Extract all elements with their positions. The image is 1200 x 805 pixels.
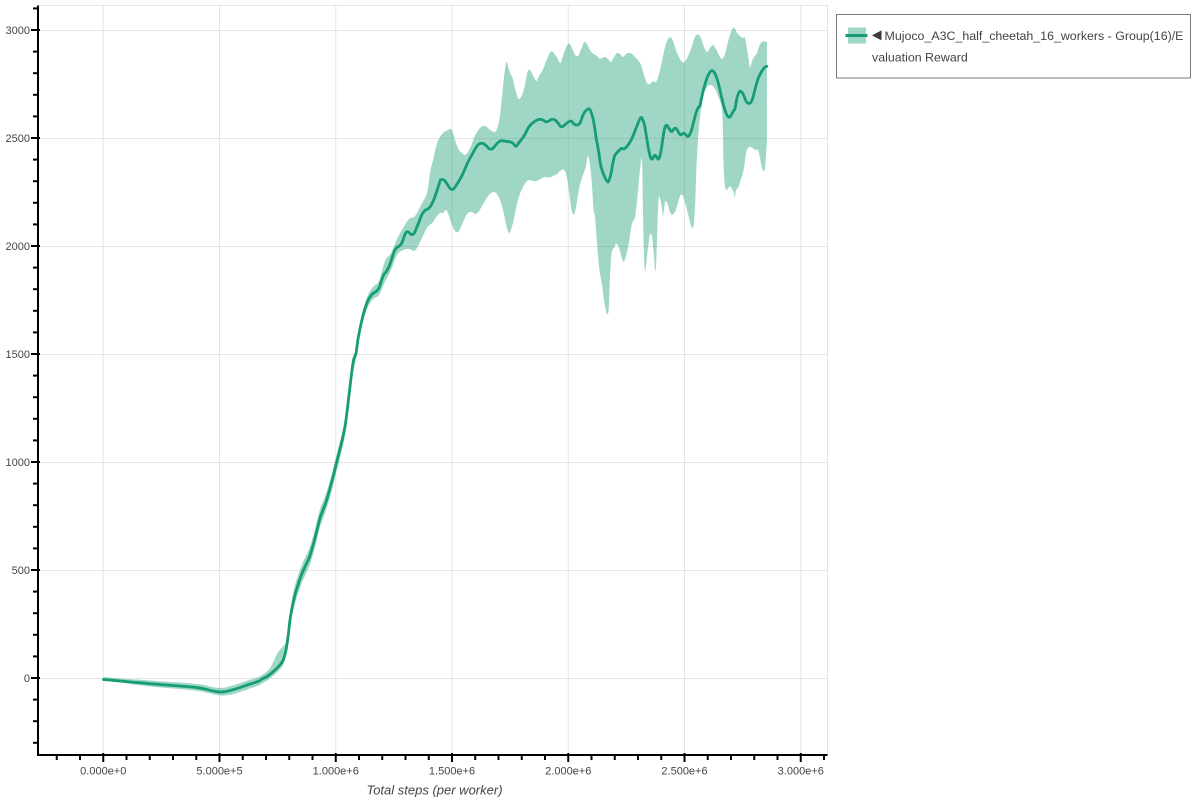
svg-text:2.500e+6: 2.500e+6 bbox=[661, 766, 707, 778]
svg-text:2000: 2000 bbox=[6, 241, 30, 253]
svg-text:1.000e+6: 1.000e+6 bbox=[313, 766, 359, 778]
svg-text:2500: 2500 bbox=[6, 133, 30, 145]
svg-text:3.000e+6: 3.000e+6 bbox=[778, 766, 824, 778]
svg-text:valuation Reward: valuation Reward bbox=[872, 51, 968, 65]
svg-text:1500: 1500 bbox=[6, 349, 30, 361]
svg-text:Mujoco_A3C_half_cheetah_16_wor: Mujoco_A3C_half_cheetah_16_workers - Gro… bbox=[885, 29, 1184, 43]
svg-text:2.000e+6: 2.000e+6 bbox=[545, 766, 591, 778]
svg-text:0.000e+0: 0.000e+0 bbox=[80, 766, 126, 778]
svg-text:0: 0 bbox=[24, 673, 30, 685]
svg-text:3000: 3000 bbox=[6, 25, 30, 37]
svg-text:1000: 1000 bbox=[6, 457, 30, 469]
svg-text:500: 500 bbox=[12, 565, 30, 577]
svg-text:Total steps (per worker): Total steps (per worker) bbox=[366, 783, 502, 798]
svg-text:1.500e+6: 1.500e+6 bbox=[429, 766, 475, 778]
svg-text:5.000e+5: 5.000e+5 bbox=[196, 766, 242, 778]
